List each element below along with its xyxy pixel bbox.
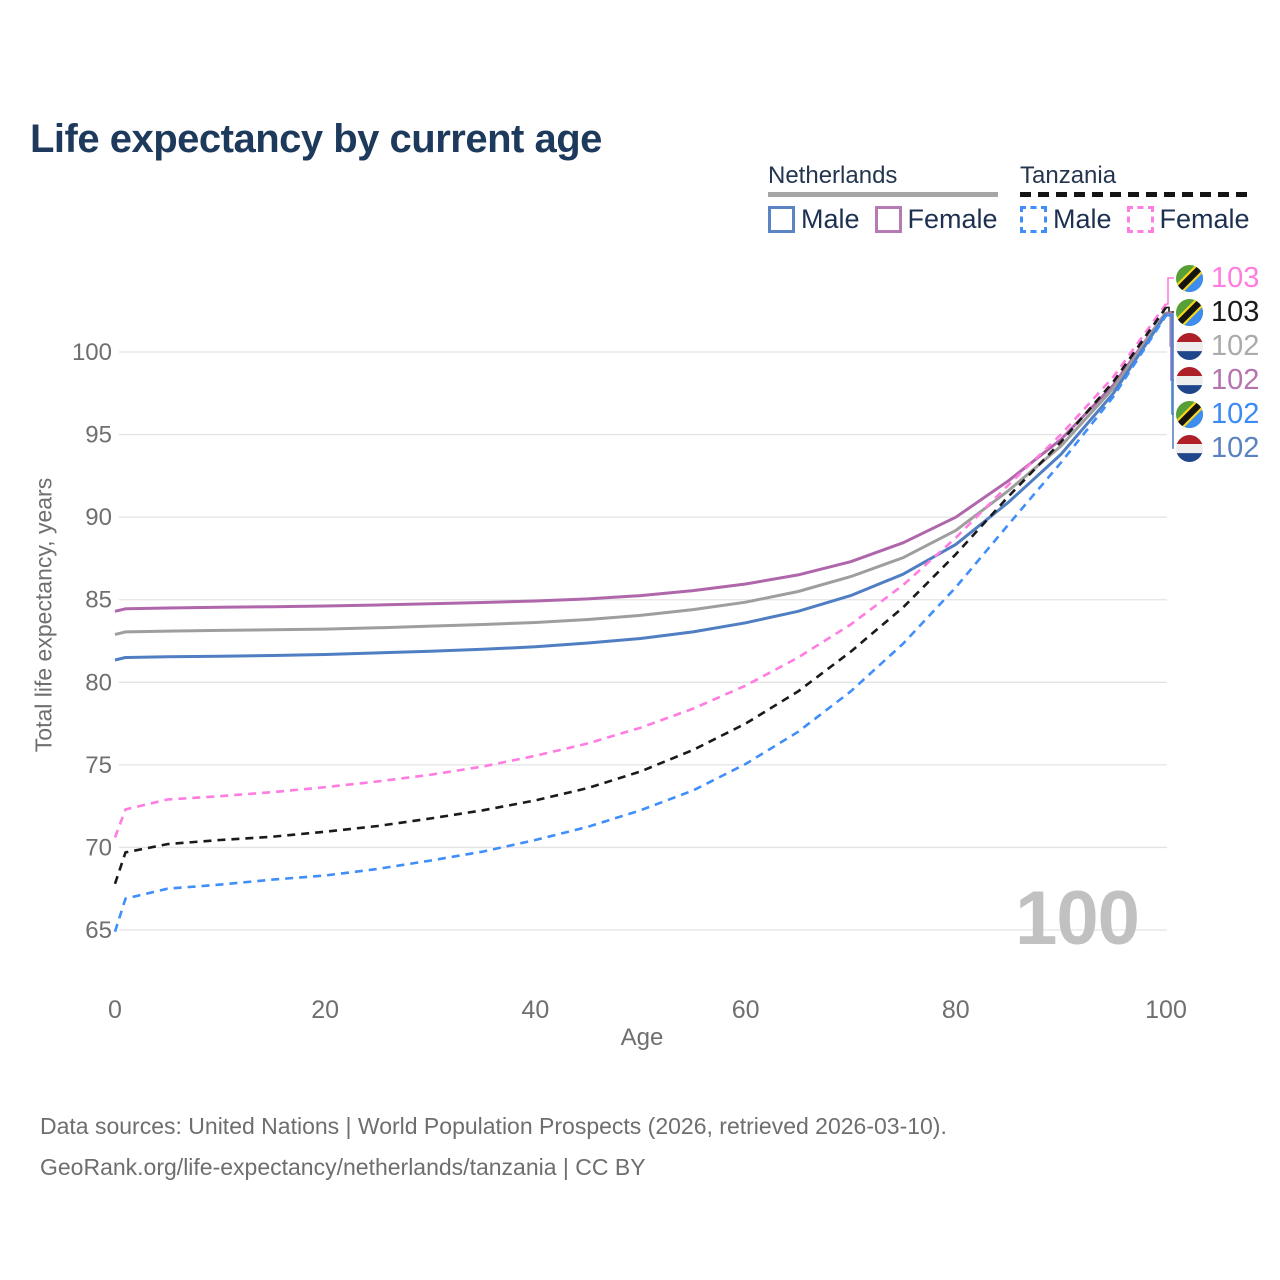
legend-item-tanzania-female[interactable]: Female bbox=[1126, 204, 1250, 234]
y-tick-label: 70 bbox=[85, 834, 112, 861]
series-line-nl_male[interactable] bbox=[114, 313, 1168, 662]
end-label-row-tz_female: 103 bbox=[1176, 263, 1259, 293]
y-tick-label: 65 bbox=[85, 917, 112, 944]
end-label-row-nl_male: 102 bbox=[1176, 433, 1259, 463]
y-tick-label: 75 bbox=[85, 752, 112, 779]
x-tick-label: 40 bbox=[521, 996, 549, 1024]
end-value-tz_female: 103 bbox=[1211, 262, 1260, 294]
tanzania-flag-icon bbox=[1176, 298, 1203, 326]
legend-group-tanzania: Tanzania Male Female bbox=[1020, 163, 1250, 233]
page-title: Life expectancy by current age bbox=[30, 116, 602, 161]
y-tick-label: 100 bbox=[72, 339, 112, 366]
y-tick-label: 85 bbox=[85, 587, 112, 614]
series-line-nl_all[interactable] bbox=[114, 311, 1168, 636]
footer-link: GeoRank.org/life-expectancy/netherlands/… bbox=[40, 1154, 646, 1180]
netherlands-flag-icon bbox=[1176, 332, 1203, 360]
series-line-tz_male[interactable] bbox=[113, 314, 1168, 933]
x-axis-title: Age bbox=[620, 1024, 664, 1051]
end-value-tz_male: 102 bbox=[1211, 398, 1260, 430]
tanzania-flag-icon bbox=[1176, 264, 1203, 292]
footer: Data sources: United Nations | World Pop… bbox=[40, 1106, 947, 1188]
end-value-nl_male: 102 bbox=[1211, 432, 1260, 464]
y-tick-label: 80 bbox=[85, 669, 112, 696]
end-label-leader-tz_female bbox=[1166, 277, 1174, 305]
legend-swatch-tanzania-male[interactable] bbox=[1020, 206, 1047, 233]
legend-header-tanzania[interactable]: Tanzania bbox=[1020, 162, 1117, 189]
legend-item-tanzania-male[interactable]: Male bbox=[1020, 206, 1112, 233]
legend-item-netherlands-male[interactable]: Male bbox=[768, 206, 860, 233]
legend-label: Female bbox=[1159, 204, 1250, 234]
footer-sources: Data sources: United Nations | World Pop… bbox=[40, 1113, 947, 1139]
y-tick-label: 95 bbox=[85, 422, 112, 449]
end-label-row-nl_female: 102 bbox=[1176, 365, 1259, 395]
watermark-age-counter: 100 bbox=[1015, 876, 1139, 961]
legend-line-sample-tanzania bbox=[1020, 192, 1250, 197]
x-tick-label: 0 bbox=[108, 996, 122, 1024]
end-value-nl_all: 102 bbox=[1211, 330, 1260, 362]
legend-swatch-tanzania-female[interactable] bbox=[1126, 206, 1154, 233]
legend-label: Male bbox=[1053, 204, 1112, 234]
x-tick-label: 100 bbox=[1145, 996, 1187, 1024]
x-tick-label: 20 bbox=[311, 996, 339, 1024]
legend-label: Male bbox=[801, 204, 860, 234]
x-tick-label: 80 bbox=[942, 996, 970, 1024]
netherlands-flag-icon bbox=[1176, 366, 1203, 394]
legend-swatch-netherlands-male[interactable] bbox=[768, 206, 795, 233]
netherlands-flag-icon bbox=[1176, 434, 1203, 462]
end-label-leader-tz_all bbox=[1166, 306, 1174, 313]
x-tick-label: 60 bbox=[732, 996, 760, 1024]
end-value-tz_all: 103 bbox=[1211, 296, 1260, 328]
end-value-nl_female: 102 bbox=[1211, 364, 1260, 396]
end-label-row-nl_all: 102 bbox=[1176, 331, 1259, 361]
series-line-tz_female[interactable] bbox=[113, 303, 1168, 838]
legend-swatch-netherlands-female[interactable] bbox=[874, 206, 902, 233]
end-label-row-tz_all: 103 bbox=[1176, 297, 1259, 327]
end-label-leader-nl_male bbox=[1166, 313, 1174, 449]
y-tick-label: 90 bbox=[85, 504, 112, 531]
end-label-row-tz_male: 102 bbox=[1176, 399, 1259, 429]
legend-item-netherlands-female[interactable]: Female bbox=[874, 204, 998, 234]
legend-label: Female bbox=[907, 204, 998, 234]
legend-group-netherlands: Netherlands Male Female bbox=[768, 163, 998, 233]
legend-header-netherlands[interactable]: Netherlands bbox=[768, 162, 898, 189]
series-line-tz_all[interactable] bbox=[113, 306, 1168, 885]
legend-line-sample-netherlands bbox=[768, 192, 998, 197]
series-line-nl_female[interactable] bbox=[114, 311, 1168, 613]
tanzania-flag-icon bbox=[1176, 400, 1203, 428]
